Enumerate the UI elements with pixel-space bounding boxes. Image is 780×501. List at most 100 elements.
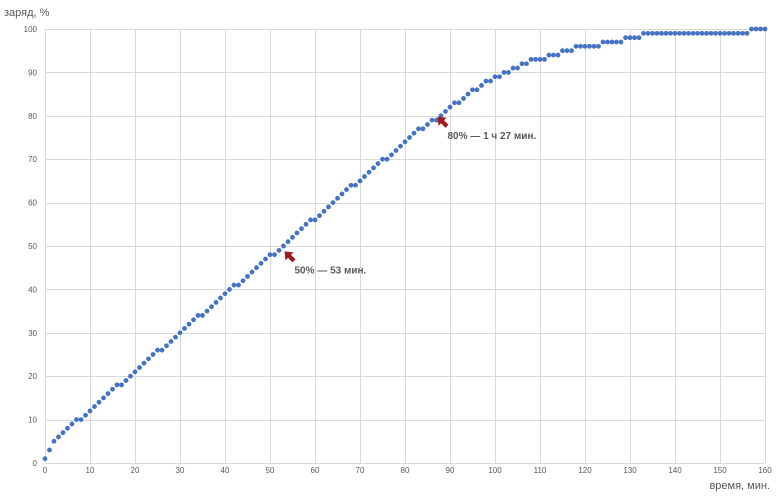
- data-point: [636, 35, 642, 41]
- data-point: [132, 369, 138, 375]
- y-tick-label: 90: [28, 68, 37, 77]
- data-point: [501, 70, 507, 75]
- data-point: [339, 191, 345, 197]
- data-point: [425, 122, 430, 127]
- data-point: [384, 156, 390, 162]
- data-point: [452, 100, 457, 106]
- data-point: [87, 408, 93, 414]
- data-point: [353, 182, 358, 188]
- data-point: [186, 321, 192, 327]
- data-point: [749, 26, 754, 32]
- data-point: [695, 30, 700, 36]
- data-point: [371, 165, 376, 171]
- data-point: [321, 208, 327, 214]
- data-point: [434, 117, 439, 123]
- data-point: [96, 399, 102, 405]
- data-point: [704, 30, 709, 36]
- annotation-label: 50% — 53 мин.: [295, 265, 367, 276]
- data-point: [375, 161, 381, 166]
- data-point: [227, 287, 232, 292]
- data-point: [420, 126, 426, 132]
- data-point: [456, 100, 462, 106]
- y-tick-label: 50: [28, 242, 37, 251]
- data-point: [258, 260, 264, 266]
- x-tick-label: 100: [488, 466, 502, 475]
- data-point: [51, 438, 57, 444]
- data-point: [429, 117, 435, 123]
- data-point: [114, 382, 120, 388]
- data-point: [740, 30, 745, 36]
- data-point: [591, 43, 597, 49]
- data-point: [641, 30, 646, 36]
- data-point: [758, 26, 763, 32]
- data-point: [173, 334, 178, 340]
- data-point: [218, 295, 223, 301]
- data-point: [290, 234, 295, 240]
- data-point: [105, 391, 111, 396]
- x-tick-label: 20: [131, 466, 140, 475]
- y-tick-label: 30: [28, 329, 37, 338]
- data-point: [564, 48, 570, 54]
- data-point: [677, 30, 682, 36]
- x-tick-label: 130: [623, 466, 637, 475]
- data-point: [668, 30, 673, 36]
- data-point: [726, 30, 732, 36]
- y-tick-label: 40: [28, 285, 37, 294]
- data-point: [285, 239, 291, 245]
- data-point: [110, 386, 115, 392]
- data-point: [299, 226, 304, 232]
- data-point: [294, 230, 300, 236]
- x-tick-label: 110: [534, 466, 547, 475]
- data-point: [650, 30, 655, 36]
- data-point: [65, 425, 70, 431]
- data-point: [461, 96, 466, 101]
- data-point: [605, 39, 610, 45]
- data-point: [510, 65, 516, 71]
- data-point: [240, 278, 246, 284]
- y-axis-title: заряд, %: [4, 7, 50, 19]
- data-point: [303, 221, 309, 227]
- data-point: [389, 152, 394, 158]
- x-tick-label: 160: [758, 466, 772, 475]
- data-point: [753, 26, 759, 32]
- data-point: [690, 30, 696, 36]
- data-point: [686, 30, 691, 36]
- data-point: [447, 104, 453, 110]
- annotations: 50% — 53 мин. 80% — 1 ч 27 мин.: [284, 116, 537, 276]
- data-point: [213, 300, 219, 305]
- data-point: [150, 352, 156, 357]
- data-point: [681, 30, 687, 36]
- data-point: [119, 382, 124, 388]
- data-point: [398, 143, 403, 149]
- data-point: [524, 61, 529, 67]
- data-point: [407, 135, 412, 140]
- data-point: [195, 313, 201, 318]
- data-point: [546, 52, 552, 58]
- data-point: [596, 43, 601, 49]
- data-point: [191, 317, 196, 323]
- data-point: [348, 182, 354, 188]
- data-point: [326, 204, 331, 210]
- data-point: [204, 308, 210, 314]
- data-point: [357, 178, 363, 184]
- annotation-label: 80% — 1 ч 27 мин.: [448, 131, 537, 142]
- data-point: [83, 412, 88, 418]
- data-point: [438, 113, 444, 119]
- data-point: [146, 356, 151, 362]
- data-point: [416, 126, 421, 132]
- data-point: [380, 156, 385, 162]
- data-point: [488, 78, 493, 84]
- annotation-arrow: [437, 116, 449, 128]
- data-point: [128, 373, 133, 379]
- data-point: [614, 39, 619, 45]
- data-point: [402, 139, 408, 145]
- data-point: [312, 217, 318, 223]
- data-point: [497, 74, 502, 80]
- data-point: [281, 243, 286, 249]
- data-point: [528, 56, 534, 62]
- data-point: [200, 313, 205, 318]
- y-tick-label: 80: [28, 112, 37, 121]
- x-tick-label: 90: [446, 466, 455, 475]
- data-point: [555, 52, 561, 58]
- data-point: [542, 56, 547, 62]
